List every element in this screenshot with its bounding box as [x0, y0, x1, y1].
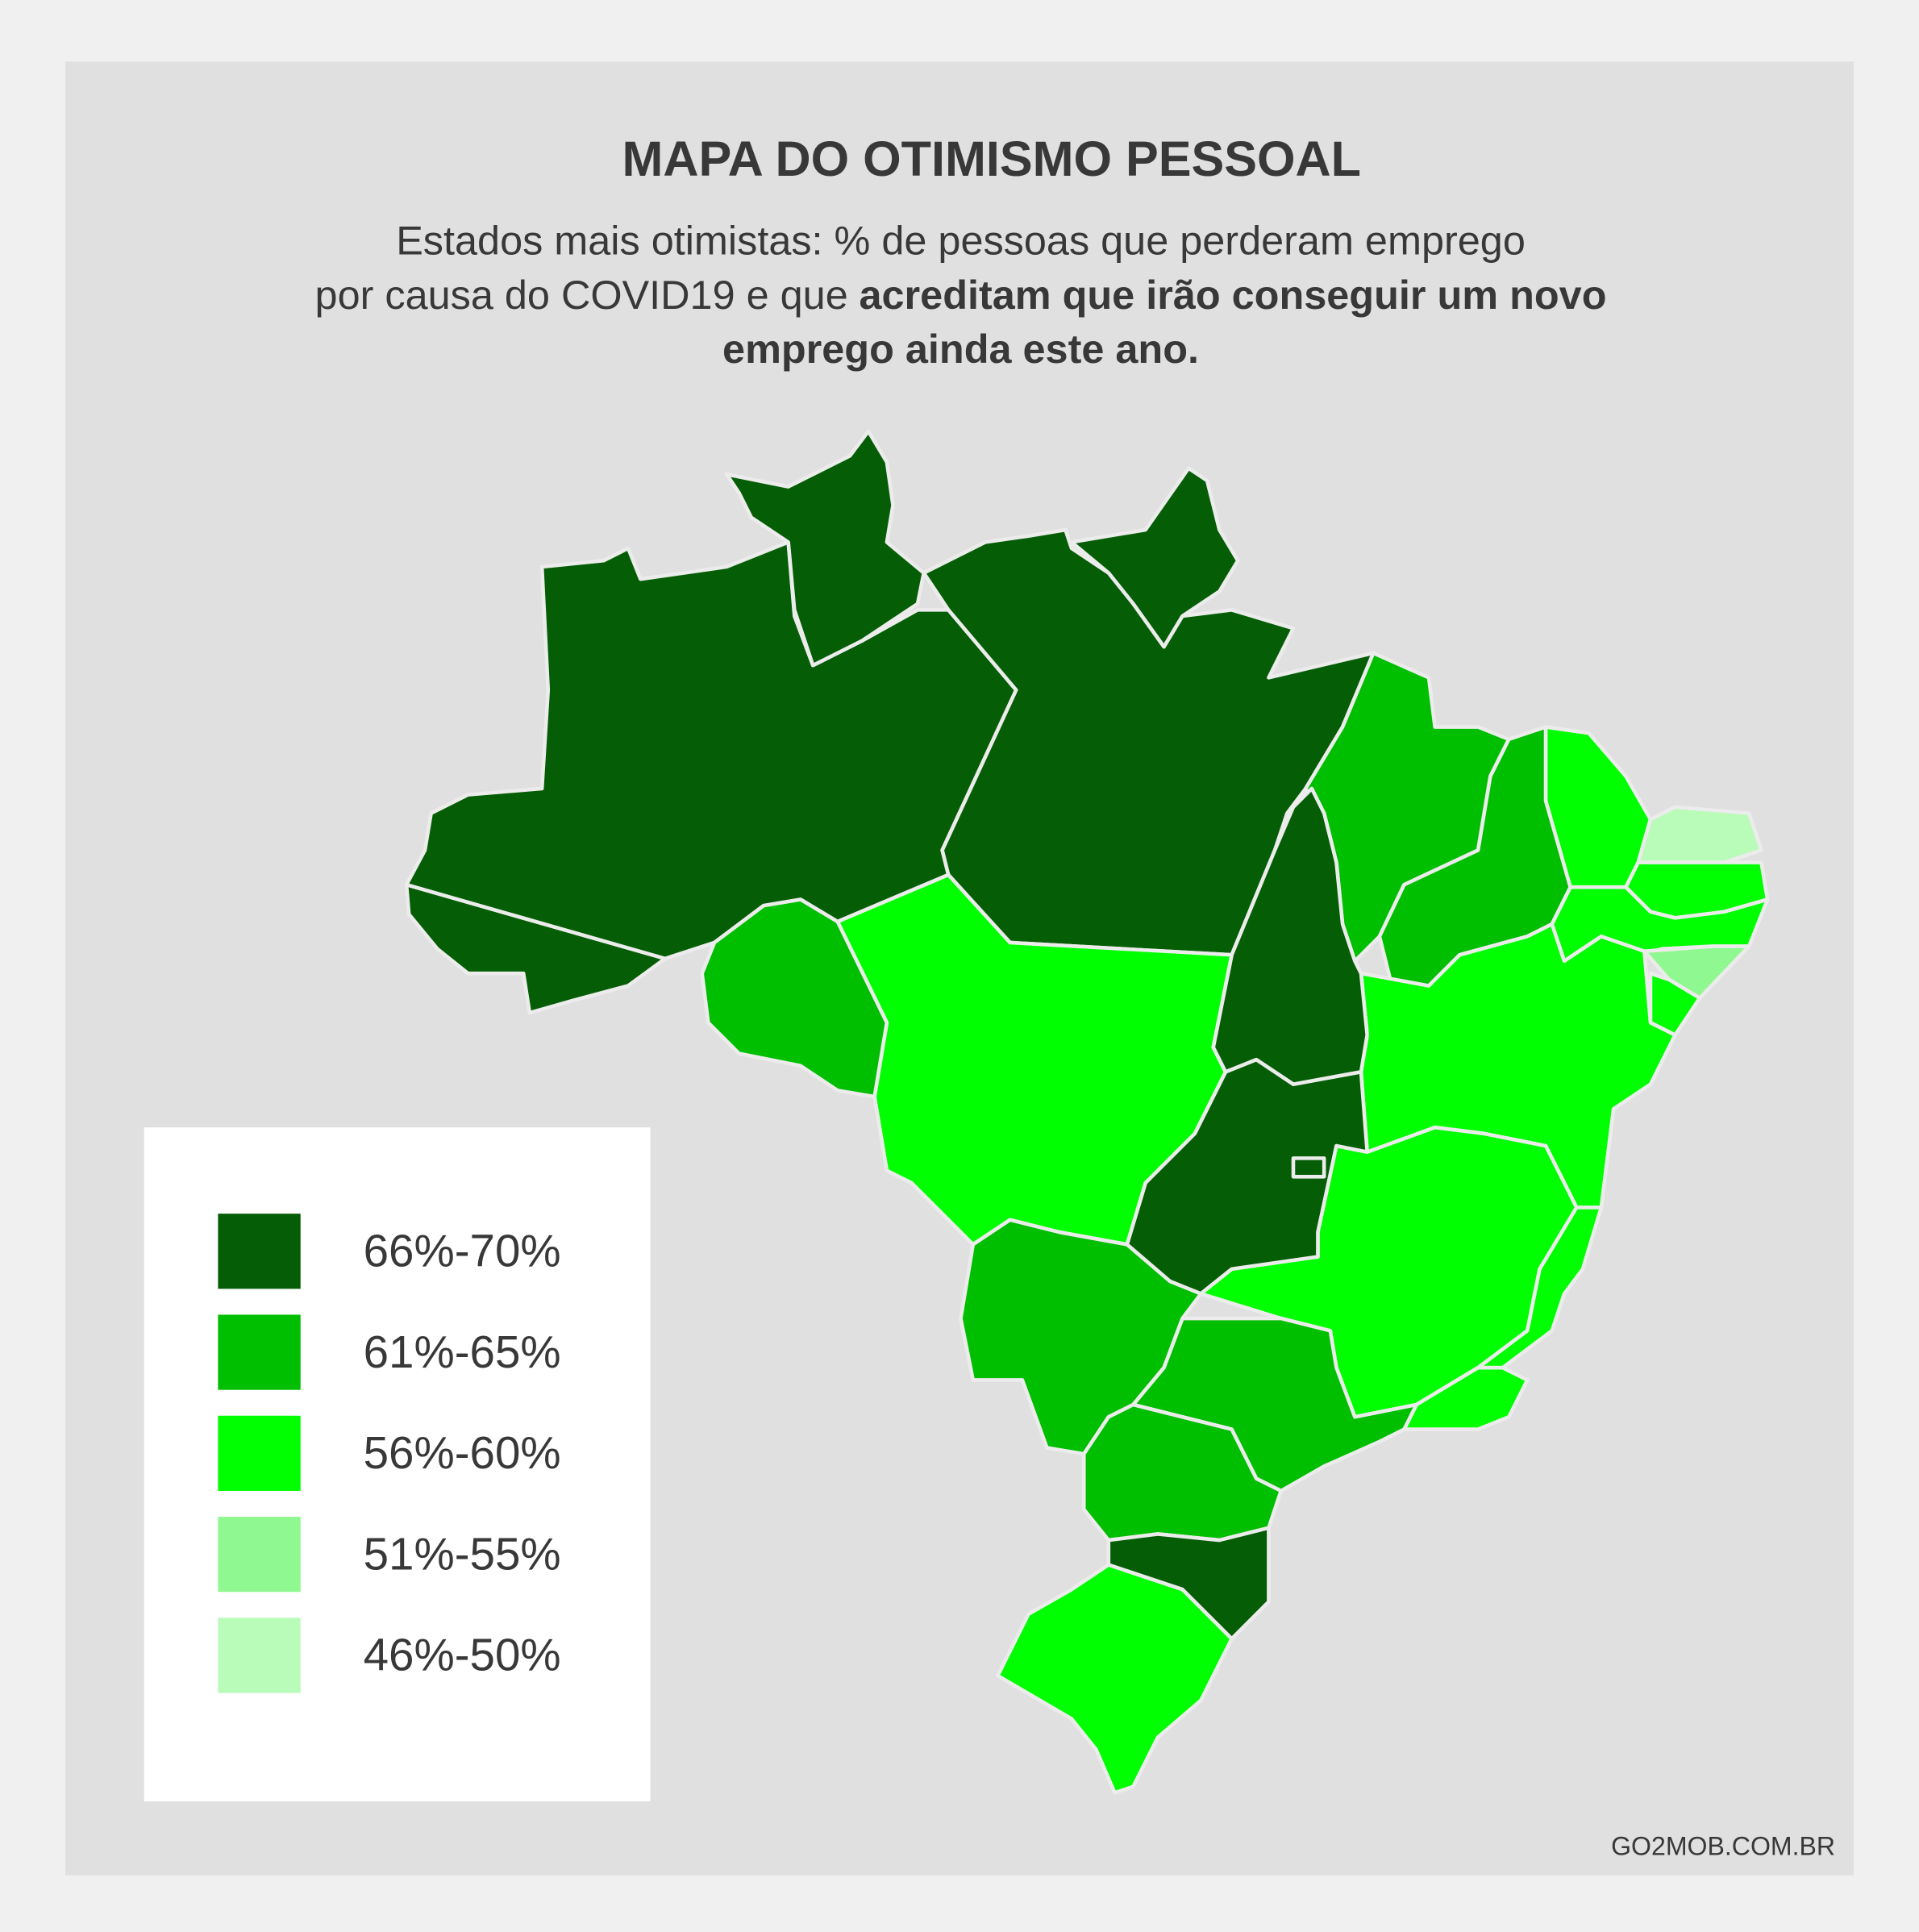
legend-label: 66%-70% [364, 1225, 561, 1276]
subtitle-line: Estados mais otimistas: % de pessoas que… [396, 218, 1526, 264]
legend: 66%-70% 61%-65% 56%-60% 51%-55% 46%-50% [218, 1214, 561, 1693]
legend-label: 56%-60% [364, 1427, 561, 1478]
subtitle-part: emprego ainda este ano. [722, 326, 1199, 372]
subtitle-line: por causa do COVID19 e que acreditam que … [315, 272, 1607, 318]
legend-swatch [218, 1415, 301, 1491]
title: MAPA DO OTIMISMO PESSOAL [622, 131, 1361, 186]
legend-label: 61%-65% [364, 1326, 561, 1377]
state-pa [922, 527, 1376, 957]
source: GO2MOB.COM.BR [1611, 1832, 1835, 1861]
state-rj [1402, 1365, 1530, 1431]
state-mt [835, 872, 1234, 1247]
legend-swatch [218, 1517, 301, 1593]
subtitle: Estados mais otimistas: % de pessoas que… [315, 218, 1607, 372]
state-df [1291, 1156, 1326, 1179]
state-al [1642, 944, 1751, 1001]
state-ro [700, 897, 889, 1099]
state-es [1476, 1205, 1604, 1370]
state-rn [1636, 805, 1763, 864]
state-rr [724, 429, 926, 668]
subtitle-part: por causa do COVID19 e que [315, 272, 848, 318]
legend-label: 46%-50% [364, 1630, 561, 1680]
subtitle-part: acreditam que irão conseguir um novo [860, 272, 1607, 318]
legend-swatch [218, 1214, 301, 1289]
legend-label: 51%-55% [364, 1528, 561, 1579]
brazil-map [404, 429, 1770, 1795]
subtitle-part: Estados mais otimistas: % de pessoas que… [396, 218, 1526, 264]
state-rs [996, 1563, 1234, 1795]
legend-swatch [218, 1618, 301, 1693]
legend-swatch [218, 1314, 301, 1390]
subtitle-line: emprego ainda este ano. [722, 326, 1199, 372]
state-ac [404, 882, 668, 1015]
